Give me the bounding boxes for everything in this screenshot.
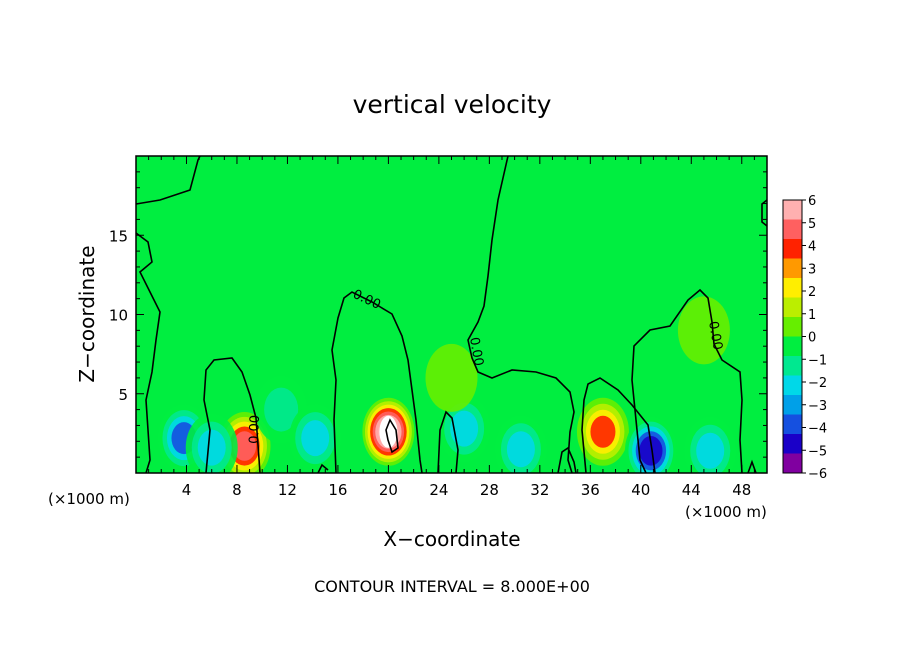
contour-label: 0.00	[466, 336, 486, 367]
field-feature	[677, 296, 730, 365]
contour-line	[203, 357, 261, 473]
field-feature	[696, 432, 725, 469]
x-tick-label: 32	[530, 481, 549, 499]
x-tick-label: 16	[328, 481, 347, 499]
colorbar-swatch	[783, 297, 802, 317]
colorbar-tick-label: 2	[808, 285, 816, 300]
colorbar-swatch	[783, 336, 802, 356]
colorbar-tick-label: −5	[808, 444, 827, 459]
x-unit-right: (×1000 m)	[685, 503, 767, 521]
y-axis-label: Z−coordinate	[75, 245, 99, 382]
x-tick-label: 48	[732, 481, 751, 499]
field-feature	[450, 410, 479, 447]
contour-line	[437, 410, 459, 473]
contour-line	[331, 291, 423, 473]
field-feature	[301, 420, 330, 457]
colorbar: 6 5 4 3 2 1 0 −1 −2 −3 −4 −5 −6	[782, 194, 827, 482]
colorbar-tick-label: 5	[808, 217, 816, 232]
colorbar-swatch	[783, 395, 802, 415]
colorbar-tick-label: 1	[808, 308, 816, 323]
chart-title: vertical velocity	[353, 90, 552, 119]
y-tick-label: 10	[109, 307, 128, 325]
contour-label: 0.00	[705, 320, 725, 351]
contour-line	[631, 288, 743, 473]
x-tick-label: 4	[182, 481, 192, 499]
colorbar-tick-label: 6	[808, 194, 816, 209]
contour-interval-note: CONTOUR INTERVAL = 8.000E+00	[314, 577, 590, 596]
field-feature	[197, 429, 226, 466]
field-feature	[264, 387, 299, 432]
x-tick-label: 20	[379, 481, 398, 499]
x-tick-label: 36	[581, 481, 600, 499]
colorbar-tick-label: −6	[808, 467, 827, 482]
colorbar-tick-label: 4	[808, 240, 816, 255]
contour-line	[467, 156, 575, 473]
colorbar-tick-label: −4	[808, 422, 827, 437]
x-unit-left: (×1000 m)	[48, 490, 130, 508]
colorbar-tick-label: −3	[808, 399, 827, 414]
contour-line	[557, 446, 577, 473]
colorbar-tick-label: −1	[808, 353, 827, 368]
colorbar-swatch	[783, 239, 802, 259]
colorbar-tick-label: 3	[808, 262, 816, 277]
field-feature	[590, 415, 616, 448]
colorbar-swatch	[783, 258, 802, 278]
y-tick-label: 5	[118, 386, 128, 404]
x-tick-label: 40	[631, 481, 650, 499]
colorbar-swatch	[783, 414, 802, 434]
colorbar-swatch	[783, 278, 802, 298]
colorbar-swatch	[783, 317, 802, 337]
contour-line	[761, 199, 767, 227]
x-tick-label: 8	[232, 481, 242, 499]
field-feature	[506, 431, 535, 468]
x-tick-labels: 4 8 12 16 20 24 28 32 36 40 44 48	[182, 481, 752, 499]
x-tick-label: 44	[682, 481, 701, 499]
colorbar-swatch	[783, 219, 802, 239]
x-tick-label: 28	[480, 481, 499, 499]
plot-area: 0.00 0.00 0.00 0.00	[135, 155, 768, 474]
contour-line	[581, 377, 656, 473]
contour-line	[317, 463, 329, 473]
colorbar-swatch	[783, 200, 802, 220]
colorbar-tick-label: 0	[808, 331, 816, 346]
x-tick-label: 12	[278, 481, 297, 499]
contour-line	[385, 418, 399, 454]
colorbar-swatch	[783, 453, 802, 473]
contour-line	[136, 232, 161, 473]
y-tick-label: 15	[109, 227, 128, 245]
colorbar-tick-label: −2	[808, 376, 827, 391]
y-tick-labels: 5 10 15	[109, 227, 128, 404]
field-feature	[232, 431, 257, 461]
colorbar-swatch	[783, 356, 802, 376]
colorbar-swatch	[783, 434, 802, 454]
colorbar-swatch	[783, 375, 802, 395]
x-tick-label: 24	[429, 481, 448, 499]
field-feature	[425, 343, 478, 412]
contour-label: 0.00	[247, 415, 263, 444]
field-feature	[639, 436, 663, 466]
x-axis-label: X−coordinate	[383, 527, 520, 551]
